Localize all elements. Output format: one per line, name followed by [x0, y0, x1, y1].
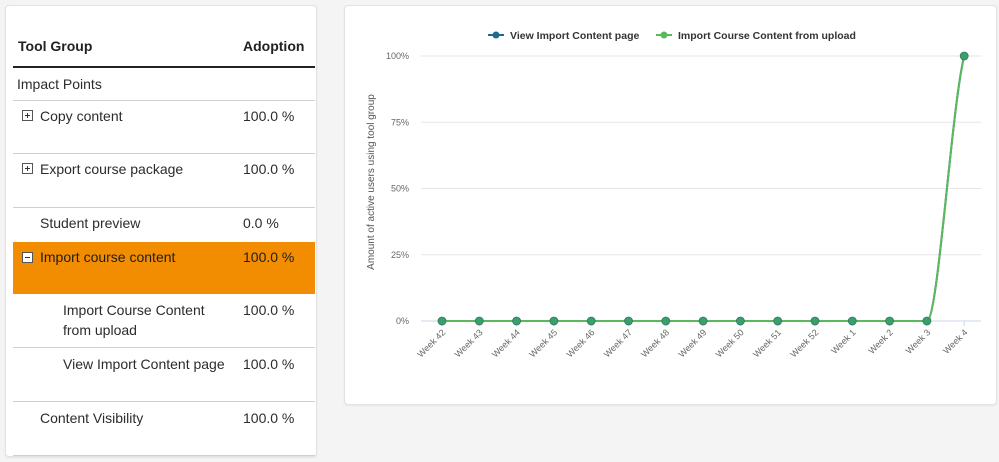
x-tick-label: Week 49	[676, 327, 708, 359]
legend-label: View Import Content page	[510, 30, 639, 42]
row-label-line1: Import Course Content	[63, 302, 205, 318]
data-point[interactable]	[549, 316, 559, 326]
chart-legend: View Import Content page Import Course Co…	[488, 30, 856, 42]
x-tick-label: Week 50	[714, 327, 746, 359]
row-label-line2: from upload	[63, 322, 137, 338]
x-tick-label: Week 44	[490, 327, 522, 359]
data-point[interactable]	[959, 51, 969, 61]
table-row-import-course-content[interactable]: Import course content 100.0 %	[13, 242, 315, 294]
header-adoption[interactable]: Adoption	[243, 38, 305, 54]
row-label: Import course content	[40, 249, 176, 265]
data-point[interactable]	[586, 316, 596, 326]
group-label: Impact Points	[17, 76, 102, 92]
row-adoption: 100.0 %	[243, 302, 295, 318]
header-tool-group[interactable]: Tool Group	[18, 38, 93, 54]
row-label: Export course package	[40, 161, 184, 177]
y-tick-label: 50%	[391, 184, 409, 194]
adoption-chart-card: View Import Content page Import Course Co…	[344, 5, 997, 405]
data-point[interactable]	[735, 316, 745, 326]
table-row-student-preview[interactable]: Student preview 0.0 %	[13, 208, 315, 242]
x-tick-label: Week 2	[866, 327, 895, 356]
x-tick-label: Week 4	[941, 327, 970, 356]
x-tick-label: Week 1	[829, 327, 858, 356]
row-label: Copy content	[40, 108, 123, 124]
data-point[interactable]	[437, 316, 447, 326]
data-point[interactable]	[773, 316, 783, 326]
table-row-copy-content[interactable]: Copy content 100.0 %	[13, 100, 315, 154]
expand-plus-icon[interactable]	[22, 163, 33, 174]
data-point[interactable]	[847, 316, 857, 326]
expand-plus-icon[interactable]	[22, 110, 33, 121]
data-point[interactable]	[661, 316, 671, 326]
x-tick-label: Week 43	[453, 327, 485, 359]
x-tick-label: Week 45	[527, 327, 559, 359]
row-adoption: 100.0 %	[243, 161, 295, 177]
row-adoption: 0.0 %	[243, 215, 279, 231]
series-line	[442, 55, 966, 322]
y-axis-ticks: 0% 25% 50% 75% 100%	[386, 51, 409, 326]
table-row-content-visibility[interactable]: Content Visibility 100.0 %	[13, 402, 315, 456]
collapse-minus-icon[interactable]	[22, 252, 33, 263]
table-header: Tool Group Adoption	[13, 34, 315, 68]
x-tick-label: Week 46	[565, 327, 597, 359]
x-tick-label: Week 42	[415, 327, 447, 359]
table-row-export-course-package[interactable]: Export course package 100.0 %	[13, 154, 315, 208]
x-tick-label: Week 51	[751, 327, 783, 359]
chart-points	[437, 51, 969, 326]
legend-marker	[660, 31, 668, 39]
x-tick-label: Week 3	[904, 327, 933, 356]
data-point[interactable]	[810, 316, 820, 326]
row-label: View Import Content page	[63, 356, 225, 372]
tool-group-table: Tool Group Adoption Impact Points Copy c…	[5, 5, 317, 457]
x-axis-ticks: Week 42 Week 43 Week 44 Week 45 Week 46 Week …	[415, 321, 970, 359]
row-adoption: 100.0 %	[243, 356, 295, 372]
data-point[interactable]	[512, 316, 522, 326]
group-row-impact-points: Impact Points	[13, 68, 315, 100]
data-point[interactable]	[885, 316, 894, 326]
y-tick-label: 100%	[386, 51, 409, 61]
table-row-view-import-content-page[interactable]: View Import Content page 100.0 %	[13, 348, 315, 402]
y-tick-label: 25%	[391, 250, 409, 260]
chart-lines	[442, 55, 966, 322]
x-tick-label: Week 48	[639, 327, 671, 359]
row-adoption: 100.0 %	[243, 108, 295, 124]
data-point[interactable]	[474, 316, 484, 326]
data-point[interactable]	[624, 316, 633, 326]
table-row-import-course-content-from-upload[interactable]: Import Course Content from upload 100.0 …	[13, 294, 315, 348]
y-axis-label: Amount of active users using tool group	[366, 94, 377, 270]
row-adoption: 100.0 %	[243, 249, 295, 265]
chart-grid	[421, 55, 981, 322]
row-label: Content Visibility	[40, 410, 144, 426]
legend-item[interactable]: Import Course Content from upload	[656, 30, 856, 42]
data-point[interactable]	[922, 316, 932, 326]
y-tick-label: 0%	[396, 316, 409, 326]
data-point[interactable]	[698, 316, 708, 326]
adoption-line-chart: View Import Content page Import Course Co…	[366, 30, 981, 359]
y-tick-label: 75%	[391, 117, 409, 127]
legend-marker	[492, 31, 500, 39]
x-tick-label: Week 52	[788, 327, 820, 359]
legend-label: Import Course Content from upload	[678, 30, 856, 42]
x-tick-label: Week 47	[602, 327, 634, 359]
row-adoption: 100.0 %	[243, 410, 295, 426]
row-label: Student preview	[40, 215, 141, 231]
legend-item[interactable]: View Import Content page	[488, 30, 639, 42]
